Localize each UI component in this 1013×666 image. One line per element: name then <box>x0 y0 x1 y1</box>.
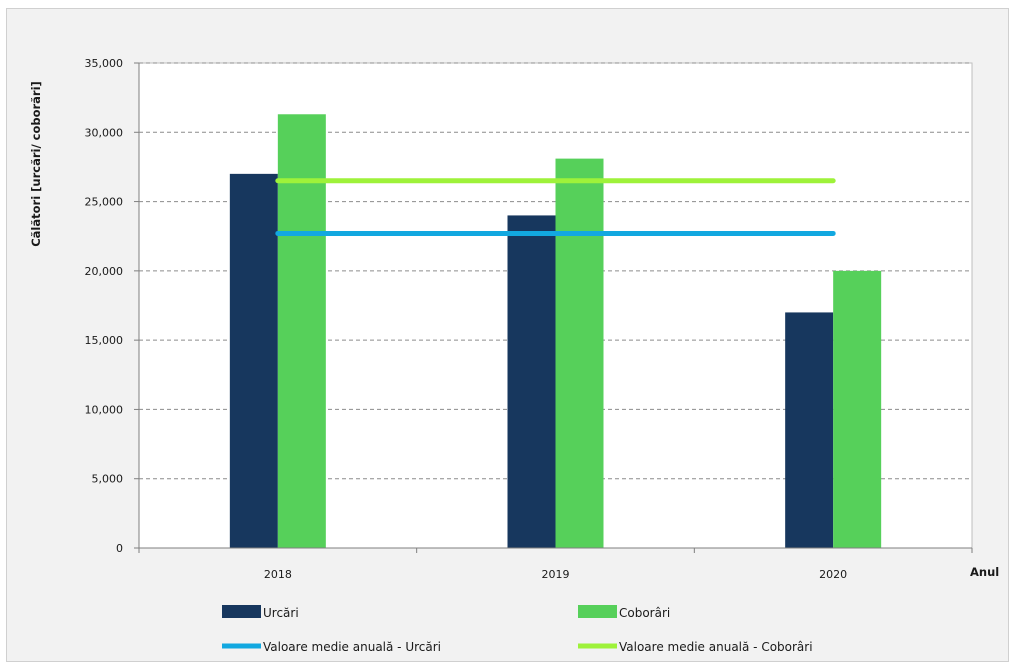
x-tick-labels: 2018 2019 2020 <box>264 568 847 581</box>
y-tick-label: 25,000 <box>85 196 124 209</box>
legend-item: Valoare medie anuală - Urcări <box>222 640 441 654</box>
y-tick-labels: 0 5,000 10,000 15,000 20,000 25,000 30,000 35,0… <box>85 57 139 555</box>
legend-swatch <box>578 605 617 618</box>
legend-label: Urcări <box>263 606 299 620</box>
legend-label: Valoare medie anuală - Urcări <box>263 640 441 654</box>
bar-cobor-ri-2018 <box>277 114 326 549</box>
y-tick-label: 35,000 <box>85 57 124 70</box>
legend-item: Coborâri <box>578 605 670 620</box>
bar-urc-ri-2020 <box>785 312 834 548</box>
y-tick-label: 30,000 <box>85 126 124 139</box>
legend-item: Valoare medie anuală - Coborâri <box>578 640 813 654</box>
y-tick-label: 5,000 <box>92 473 124 486</box>
x-tick-label: 2018 <box>264 568 292 581</box>
x-tick-label: 2019 <box>542 568 570 581</box>
x-tick-label: 2020 <box>819 568 847 581</box>
legend-label: Coborâri <box>619 606 670 620</box>
bar-cobor-ri-2019 <box>555 158 604 548</box>
y-tick-label: 15,000 <box>85 334 124 347</box>
axes <box>138 63 973 553</box>
bars <box>229 114 882 549</box>
legend-swatch <box>222 605 261 618</box>
legend-label: Valoare medie anuală - Coborâri <box>619 640 813 654</box>
legend: Urcări Coborâri Valoare medie anuală - Urc… <box>222 605 813 654</box>
bar-urc-ri-2018 <box>229 173 278 548</box>
bar-cobor-ri-2020 <box>833 270 882 548</box>
y-tick-label: 0 <box>116 542 123 555</box>
bar-urc-ri-2019 <box>507 215 556 548</box>
x-axis-title: Anul <box>970 565 999 579</box>
y-axis-title: Călători [urcări/ coborări] <box>29 81 43 247</box>
average-lines <box>275 178 836 236</box>
legend-item: Urcări <box>222 605 299 620</box>
y-tick-label: 20,000 <box>85 265 124 278</box>
y-tick-label: 10,000 <box>85 403 124 416</box>
